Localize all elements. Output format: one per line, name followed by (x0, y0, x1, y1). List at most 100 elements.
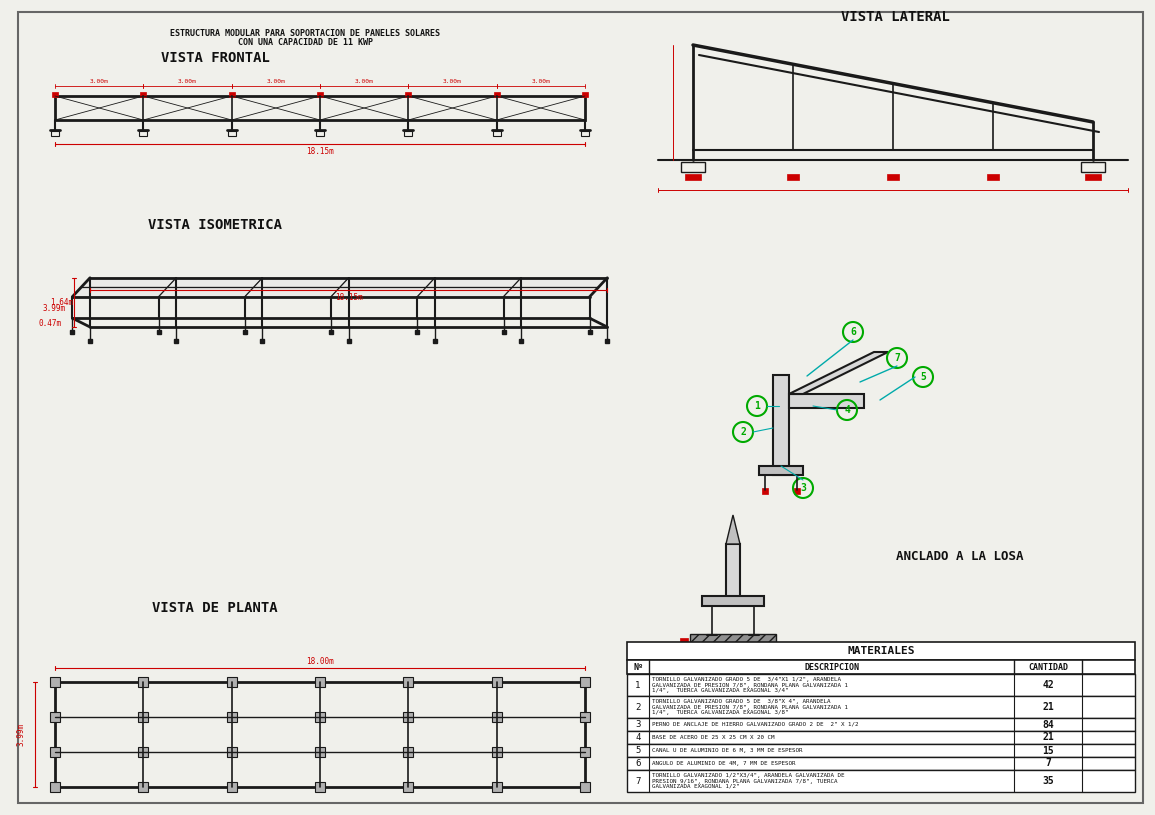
Text: 1/4",  TUERCA GALVANIZADA EXAGONAL 3/4": 1/4", TUERCA GALVANIZADA EXAGONAL 3/4" (653, 688, 789, 693)
Text: 42: 42 (1042, 680, 1053, 690)
Text: 21: 21 (1042, 733, 1053, 742)
Bar (55, 682, 584, 787)
Bar (492, 782, 501, 792)
Bar (50, 712, 60, 722)
Bar (403, 747, 413, 757)
Bar (139, 747, 148, 757)
Text: DESCRIPCION: DESCRIPCION (804, 663, 859, 672)
Text: PRESION 9/16", RONDANA PLANA GALVANIZADA 7/8", TUERCA: PRESION 9/16", RONDANA PLANA GALVANIZADA… (653, 778, 837, 783)
Text: TORNILLO GALVANIZADO GRADO 5 DE  3/4"X1 1/2", ARANDELA: TORNILLO GALVANIZADO GRADO 5 DE 3/4"X1 1… (653, 677, 841, 682)
Bar (315, 747, 325, 757)
Bar (887, 174, 899, 180)
Text: 3.00m: 3.00m (531, 78, 550, 83)
Text: 1: 1 (635, 681, 641, 689)
Text: 3.00m: 3.00m (444, 78, 462, 83)
Bar (685, 174, 701, 180)
Bar (1085, 174, 1101, 180)
Bar (702, 596, 763, 606)
Bar (51, 131, 59, 136)
Bar (139, 677, 148, 687)
Bar (988, 174, 999, 180)
Bar (315, 782, 325, 792)
Text: 84: 84 (1042, 720, 1053, 729)
Polygon shape (340, 278, 434, 287)
Text: 18.15m: 18.15m (306, 147, 334, 156)
Bar (316, 92, 323, 97)
Bar (404, 131, 412, 136)
Bar (793, 488, 800, 494)
Text: 3.99m: 3.99m (43, 304, 66, 313)
Bar (140, 131, 148, 136)
Bar (627, 770, 1135, 792)
Bar (580, 712, 590, 722)
Text: 3.99m: 3.99m (16, 723, 25, 746)
Text: 3.00m: 3.00m (267, 78, 285, 83)
Bar (627, 696, 1135, 718)
Text: 5: 5 (921, 372, 926, 382)
Text: 6: 6 (635, 759, 641, 768)
Bar (403, 712, 413, 722)
Bar (581, 131, 589, 136)
Bar (55, 96, 584, 120)
Text: 7: 7 (1045, 759, 1051, 769)
Text: 5: 5 (635, 746, 641, 755)
Text: TORNILLO GALVANIZADO 1/2"X3/4", ARANDELA GALVANIZADA DE: TORNILLO GALVANIZADO 1/2"X3/4", ARANDELA… (653, 773, 844, 778)
Bar (627, 674, 1135, 696)
Text: CON UNA CAPACIDAD DE 11 KWP: CON UNA CAPACIDAD DE 11 KWP (238, 37, 373, 46)
Text: 3: 3 (800, 483, 806, 493)
Bar (582, 92, 588, 97)
Bar (141, 92, 147, 97)
Text: 1: 1 (754, 401, 760, 411)
Bar (627, 757, 1135, 770)
Bar (403, 782, 413, 792)
Text: 18.15m: 18.15m (335, 293, 363, 302)
Bar (492, 747, 501, 757)
Bar (1081, 162, 1105, 172)
Text: Nº: Nº (633, 663, 643, 672)
Text: VISTA FRONTAL: VISTA FRONTAL (161, 51, 269, 65)
Text: 21: 21 (1042, 702, 1053, 712)
Bar (52, 92, 58, 97)
Text: 3.00m: 3.00m (355, 78, 373, 83)
Text: PERNO DE ANCLAJE DE HIERRO GALVANIZADO GRADO 2 DE  2" X 1/2: PERNO DE ANCLAJE DE HIERRO GALVANIZADO G… (653, 722, 858, 727)
Bar (50, 677, 60, 687)
Text: MATERIALES: MATERIALES (848, 646, 915, 656)
Bar (580, 677, 590, 687)
Bar (492, 677, 501, 687)
Bar (789, 394, 864, 408)
Text: 4: 4 (844, 405, 850, 415)
Text: 2: 2 (740, 427, 746, 437)
Text: 6: 6 (850, 327, 856, 337)
Bar (492, 712, 501, 722)
Bar (315, 712, 325, 722)
Bar (627, 660, 1135, 674)
Polygon shape (254, 278, 349, 287)
Bar (726, 544, 740, 602)
Bar (315, 677, 325, 687)
Bar (690, 634, 776, 650)
Polygon shape (504, 287, 598, 297)
Text: 4: 4 (635, 733, 641, 742)
Polygon shape (726, 515, 740, 544)
Bar (787, 174, 799, 180)
Bar (627, 642, 1135, 660)
Text: 35: 35 (1042, 776, 1053, 786)
Text: 3.00m: 3.00m (90, 78, 109, 83)
Bar (139, 712, 148, 722)
Text: CANAL U DE ALUMINIO DE 6 M, 3 MM DE ESPESOR: CANAL U DE ALUMINIO DE 6 M, 3 MM DE ESPE… (653, 748, 803, 753)
Bar (748, 638, 759, 644)
Text: 15: 15 (1042, 746, 1053, 756)
Bar (707, 638, 717, 644)
Polygon shape (245, 287, 340, 297)
Text: TORNILLO GALVANIZADO GRADO 5 DE  3/8"X 4", ARANDELA: TORNILLO GALVANIZADO GRADO 5 DE 3/8"X 4"… (653, 699, 830, 704)
Text: 7: 7 (894, 353, 900, 363)
Text: 3: 3 (635, 720, 641, 729)
Bar (580, 747, 590, 757)
Polygon shape (73, 287, 167, 297)
Bar (773, 375, 789, 475)
Polygon shape (331, 287, 426, 297)
Text: VISTA ISOMETRICA: VISTA ISOMETRICA (148, 218, 282, 232)
Text: ANGULO DE ALUMINIO DE 4M, 7 MM DE ESPESOR: ANGULO DE ALUMINIO DE 4M, 7 MM DE ESPESO… (653, 761, 796, 766)
Text: GALVANIZADA EXAGONAL 1/2": GALVANIZADA EXAGONAL 1/2" (653, 784, 739, 789)
Bar (226, 747, 237, 757)
